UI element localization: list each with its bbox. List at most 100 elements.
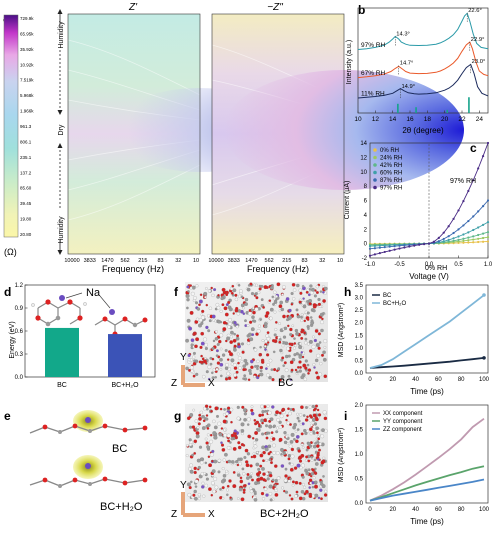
atom	[266, 477, 270, 481]
atom	[292, 297, 296, 301]
b-series-label: 67% RH	[361, 70, 386, 77]
b-peak-label: 14.7°	[400, 60, 414, 66]
atom	[209, 439, 214, 444]
atom	[300, 319, 304, 323]
c-point	[467, 189, 470, 193]
b-series-label: 11% RH	[361, 90, 385, 97]
atom	[186, 444, 189, 447]
atom	[285, 435, 288, 439]
atom	[265, 458, 269, 462]
c-point	[457, 235, 460, 238]
atom	[251, 315, 255, 319]
atom	[236, 312, 240, 316]
atom	[211, 481, 215, 485]
atom	[188, 467, 192, 471]
atom	[216, 343, 220, 346]
atom	[258, 353, 262, 357]
atom	[267, 431, 271, 435]
e-structure-bch2o	[29, 455, 148, 488]
atom	[317, 437, 321, 441]
atom	[308, 288, 312, 291]
atom	[269, 307, 274, 312]
atom	[205, 287, 208, 290]
c-point	[378, 252, 381, 255]
c-point	[486, 231, 490, 234]
atom	[219, 357, 223, 362]
atom	[246, 341, 251, 346]
c-legend-label: 60% RH	[380, 171, 402, 177]
atom	[256, 329, 261, 334]
atom	[235, 370, 239, 374]
d-x-tick-label: BC+H₂O	[111, 382, 139, 389]
atom	[228, 322, 232, 326]
atom	[261, 467, 265, 471]
panel-b-xrd: b 10 12 14 16 18 20 22 24 97% RH 67% RH 11% RH 14.3…	[346, 3, 489, 135]
c-annot-97rh: 97% RH	[450, 178, 476, 185]
atom	[298, 345, 303, 350]
atom	[282, 335, 287, 339]
atom	[253, 497, 258, 502]
atom	[194, 496, 198, 501]
c-y-tick-label: 10	[360, 170, 367, 176]
c-point	[378, 244, 381, 247]
atom	[235, 306, 239, 311]
atom	[313, 471, 317, 474]
atom	[307, 293, 311, 297]
atom	[192, 493, 196, 497]
x-tick-label: 1470	[101, 258, 113, 264]
atom	[212, 431, 217, 436]
atom	[289, 346, 292, 350]
d-bar-1	[108, 334, 142, 377]
atom	[274, 487, 277, 491]
atom	[247, 284, 251, 287]
panel-label-h: h	[344, 285, 351, 299]
atom	[207, 365, 212, 370]
atom	[265, 367, 268, 370]
atom	[205, 414, 209, 417]
atom	[219, 309, 223, 313]
c-point	[452, 237, 455, 240]
atom	[320, 497, 323, 501]
b-x-tick-label: 20	[441, 116, 449, 123]
c-point	[418, 243, 421, 246]
atom	[288, 342, 292, 346]
panel-label-b: b	[358, 3, 365, 17]
atom	[205, 370, 209, 374]
atom	[265, 311, 270, 316]
atom	[203, 337, 207, 342]
c-point	[447, 225, 450, 228]
atom	[215, 354, 219, 358]
atom	[250, 455, 254, 459]
atom	[289, 360, 294, 365]
atom	[288, 494, 292, 497]
c-point	[403, 246, 406, 249]
c-point	[481, 205, 485, 208]
atom	[276, 426, 279, 430]
atom	[242, 368, 246, 372]
c-point	[422, 243, 426, 246]
atom	[286, 414, 289, 417]
atom	[263, 418, 268, 423]
h-end-marker	[482, 293, 486, 297]
atom	[223, 433, 228, 438]
atom	[223, 428, 227, 432]
atom	[260, 404, 264, 409]
atom	[246, 417, 251, 422]
atom	[201, 414, 205, 419]
atom	[287, 479, 291, 483]
atom	[230, 420, 233, 424]
atom	[255, 296, 259, 300]
atom	[273, 333, 277, 337]
atom	[258, 284, 262, 288]
atom	[223, 408, 226, 411]
atom	[257, 324, 261, 328]
atom	[242, 364, 246, 368]
atom	[294, 368, 298, 372]
atom	[290, 447, 295, 452]
f-axis-label-y: Y	[180, 352, 187, 363]
atom	[287, 374, 291, 378]
atom	[313, 422, 318, 426]
atom	[229, 352, 233, 357]
atom	[262, 306, 265, 309]
atom	[229, 340, 234, 344]
